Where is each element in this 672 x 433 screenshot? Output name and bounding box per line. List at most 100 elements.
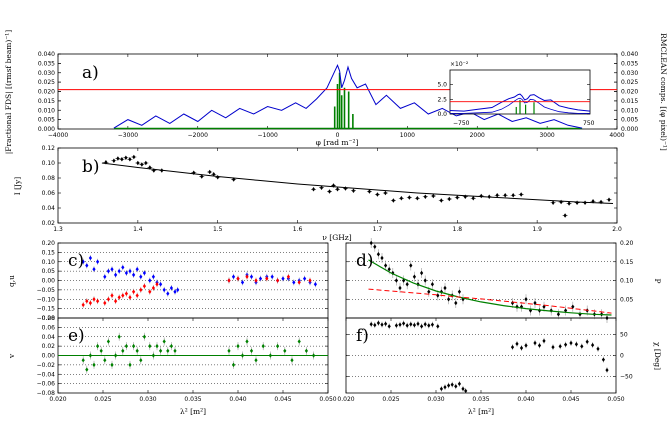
panel-a-inset: 0.0 2.5 5.0 ×10⁻² −750 750 [437,61,594,127]
panel-f-point [591,342,595,348]
panel-c-series0-point [176,287,180,293]
panel-b-ytick-label: 0.06 [42,190,56,197]
panel-a-xtick-label: 1000 [400,132,415,139]
panel-c-series1-point [254,278,258,283]
panel-c-series0-point [303,276,307,281]
panel-a-xtick-label: 4000 [609,132,624,139]
panel-c-ytick-label: −0.05 [37,287,56,294]
panel-b-point [375,192,380,197]
inset-ytick-label: 5.0 [437,82,447,89]
panel-f-ytick-label: 0 [620,353,624,360]
panel-d-point [398,285,402,291]
panel-b-point [335,187,340,192]
panel-c-series1-point [121,293,125,298]
panel-b-ytick-label: 0.10 [42,160,56,167]
panel-b-point [607,197,611,202]
panel-f-point [596,346,600,352]
panel-c-ytick-label: 0.20 [42,240,56,247]
panel-c-series0-point [135,267,139,272]
panel-c: −0.20 −0.15 −0.10 −0.05 0.00 0.05 0.10 0.15 0.20… [7,240,329,322]
inset-xtick-right: 750 [583,120,595,127]
panel-e-point [121,348,125,354]
panel-c-series1-point [148,289,152,294]
panel-c-series0-point [162,287,166,293]
panel-f-xtick-label: 0.050 [607,396,624,403]
panel-e-point [268,353,272,358]
panel-f-point [416,321,420,327]
panel-a-xtick-label: 3000 [539,132,554,139]
panel-b-point [128,157,132,162]
panel-b-point [112,158,116,163]
panel-d-point [439,289,443,294]
panel-c-series0-point [92,267,96,272]
panel-a-fds-line [113,64,583,129]
panel-f-point [574,342,578,347]
panel-d-point [564,308,568,313]
panel-f-xtick-label: 0.035 [472,396,489,403]
panel-b-xtick-label: 1.5 [213,226,223,233]
panel-b-point [160,168,164,173]
panel-a-right-ytick-label: 0.040 [621,51,638,58]
panel-e-point [151,353,155,358]
panel-c-series0-point [166,291,170,296]
panel-a-right-ytick-label: 0.025 [621,79,638,86]
panel-f-point [376,320,380,326]
panel-c-series0-point [240,280,245,285]
panel-b-point [551,200,555,205]
panel-e-point [227,348,231,354]
panel-d-model-red [368,288,612,314]
panel-d-ytick-label: 0.05 [620,296,634,303]
panel-c-series0-point [139,274,143,279]
panel-e-point [304,348,308,354]
panel-c-ytick-label: 0.10 [42,259,56,266]
panel-a-xtick-label: 0 [336,132,340,139]
panel-e-point [142,334,146,339]
panel-f-xtick-label: 0.045 [562,396,579,403]
panel-c-series0-point [169,285,173,291]
panel-a-ytick-label: 0.035 [38,60,55,67]
inset-ytick-label: 0.0 [437,111,447,118]
panel-c-series1-point [227,278,231,283]
panel-c-series0-point [117,268,121,274]
panel-f-point [439,386,443,392]
panel-b-xtick-label: 1.8 [453,226,463,233]
panel-e-xtick-label: 0.035 [184,396,201,403]
panel-c-series1-point [265,276,269,281]
panel-b-ytick-label: 0.02 [42,220,56,227]
panel-b-point [116,156,120,161]
panel-f-point [436,324,440,329]
panel-d-point [376,252,380,257]
panel-b-point [567,201,571,206]
panel-b-point [148,165,152,170]
panel-e-point [276,343,280,349]
panel-b-point [447,196,451,202]
panel-c-series0-point [114,272,118,278]
panel-d-point [578,312,582,317]
panel-b-point [383,190,388,196]
panel-b-point [599,199,603,205]
panel-b-ytick-label: 0.04 [42,205,56,212]
panel-e-ytick-label: 0.04 [42,334,56,341]
panel-e-point [132,343,136,349]
panel-e-xtick-label: 0.030 [139,396,156,403]
panel-e-point [114,353,118,358]
panel-b-point [212,172,216,177]
panel-b-point [216,175,220,180]
panel-c-series1-point [96,298,100,304]
panel-b: 1.3 1.4 1.5 1.6 1.7 1.8 1.9 2.0 0.02 0.04 0.06 0.0… [13,145,622,242]
panel-e-point [240,353,245,358]
panel-a-xtick-label: −4000 [48,132,68,139]
panel-e-ytick-label: −0.06 [37,381,56,388]
panel-c-series0-point [110,267,114,272]
panel-a-right-ytick-label: 0.020 [621,89,638,96]
panel-d-point [447,297,451,302]
panel-b-point [232,177,236,182]
panel-e-point [312,353,316,358]
panel-c-series1-point [117,295,121,300]
panel-c-ytick-label: −0.15 [37,306,56,313]
panel-b-frame [57,147,618,224]
panel-c-series0-point [313,282,317,287]
panel-c-series1-point [132,289,136,294]
panel-e-point [166,348,170,354]
panel-f-ylabel: χ [Deg] [653,342,662,370]
